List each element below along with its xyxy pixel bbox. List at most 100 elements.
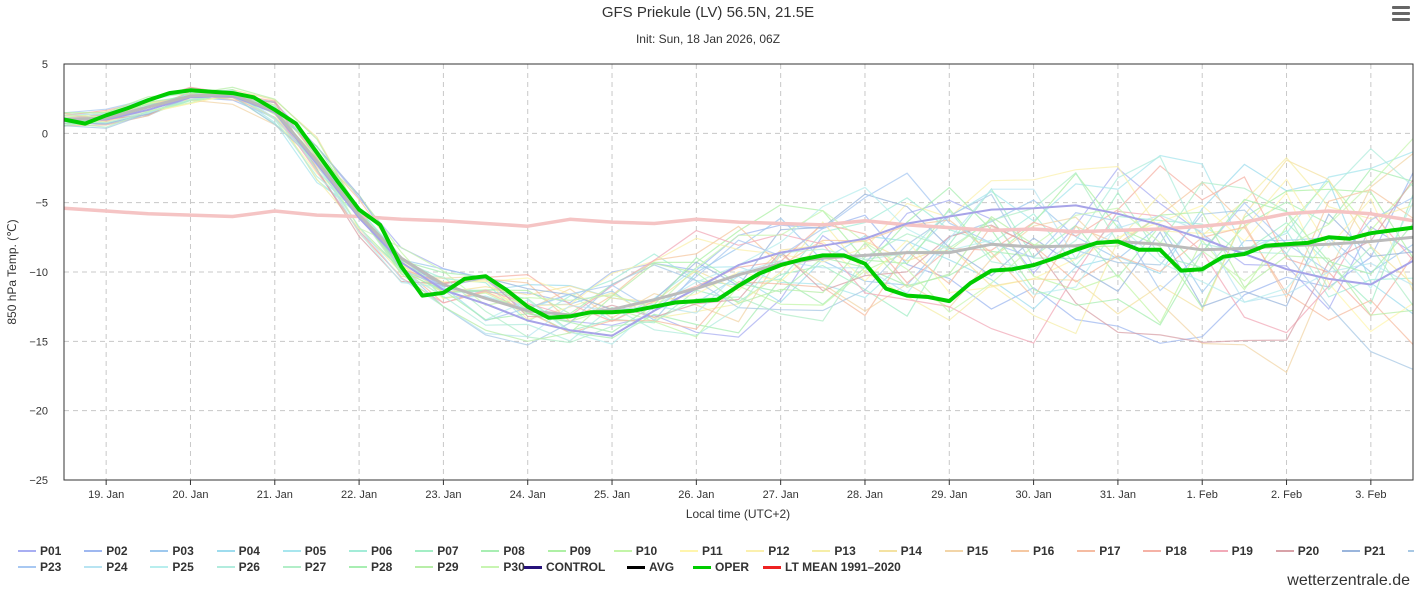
legend-symbol [150, 550, 169, 552]
legend-symbol [627, 565, 645, 569]
legend-item-p27[interactable]: P27 [282, 559, 326, 575]
x-tick-label: 29. Jan [931, 489, 967, 501]
legend-item-p23[interactable]: P23 [18, 559, 61, 575]
legend-item-p28[interactable]: P28 [349, 559, 392, 575]
ensemble-line-p14[interactable] [63, 89, 1414, 315]
legend-symbol [282, 550, 301, 552]
legend-item-p22[interactable]: P22 [1408, 543, 1414, 559]
legend-item-p01[interactable]: P01 [18, 543, 61, 559]
x-tick-label: 31. Jan [1100, 489, 1136, 501]
ensemble-line-p04[interactable] [63, 92, 1414, 315]
y-tick-label: 0 [42, 128, 48, 140]
legend-item-p10[interactable]: P10 [613, 543, 658, 559]
legend-symbol [481, 566, 500, 568]
ensemble-line-p17[interactable] [63, 90, 1414, 345]
legend-symbol [693, 565, 711, 569]
legend-item-p08[interactable]: P08 [481, 543, 525, 559]
legend-item-p24[interactable]: P24 [84, 559, 128, 575]
x-axis-label: Local time (UTC+2) [686, 507, 790, 521]
chart-canvas: GFS Priekule (LV) 56.5N, 21.5E Init: Sun… [5, 4, 1414, 521]
menu-bar [1392, 6, 1410, 9]
y-tick-label: −10 [29, 267, 48, 279]
ensemble-line-p26[interactable] [63, 92, 1414, 342]
legend-symbol [812, 550, 831, 552]
legend-item-p04[interactable]: P04 [216, 543, 260, 559]
plot-frame [63, 63, 1414, 481]
legend-item-p25[interactable]: P25 [150, 559, 194, 575]
legend-item-lt-mean-1991-2020[interactable]: LT MEAN 1991–2020 [763, 559, 901, 575]
legend-symbol [613, 550, 632, 552]
legend-item-control[interactable]: CONTROL [524, 559, 605, 575]
legend-item-p03[interactable]: P03 [150, 543, 194, 559]
y-tick-label: −15 [29, 336, 48, 348]
x-tick-label: 23. Jan [425, 489, 461, 501]
legend-item-p18[interactable]: P18 [1143, 543, 1187, 559]
legend-item-p05[interactable]: P05 [282, 543, 326, 559]
legend-item-p02[interactable]: P02 [84, 543, 128, 559]
legend-row: P23 P24 P25 P26 P27 P28 P29 P30 CONTROL AVG OPER LT… [18, 559, 1408, 575]
legend-symbol [282, 566, 301, 568]
legend-item-p07[interactable]: P07 [415, 543, 459, 559]
ensemble-line-p15[interactable] [63, 99, 1414, 374]
legend-item-p19[interactable]: P19 [1209, 543, 1253, 559]
x-axis-ticks: 19. Jan 20. Jan 21. Jan 22. Jan 23. Jan 24. J… [88, 480, 1386, 501]
legend-symbol [1342, 550, 1360, 552]
ensemble-line-p19[interactable] [63, 86, 1414, 344]
legend-item-p26[interactable]: P26 [216, 559, 260, 575]
main-series-lines [63, 88, 1414, 337]
ensemble-line-p23[interactable] [63, 89, 1414, 322]
series-line-oper[interactable] [63, 88, 1414, 320]
legend-item-p17[interactable]: P17 [1077, 543, 1121, 559]
x-tick-label: 19. Jan [88, 489, 124, 501]
legend-item-p20[interactable]: P20 [1275, 543, 1319, 559]
legend-label: P10 [635, 544, 658, 558]
legend-item-avg[interactable]: AVG [627, 559, 674, 575]
legend-item-p14[interactable]: P14 [878, 543, 922, 559]
legend-symbol [150, 566, 169, 568]
legend-label: P17 [1099, 544, 1121, 558]
legend-label: P12 [768, 544, 790, 558]
legend-label: P13 [834, 544, 856, 558]
legend-symbol [746, 550, 765, 552]
legend-item-p13[interactable]: P13 [812, 543, 856, 559]
legend-item-p16[interactable]: P16 [1011, 543, 1054, 559]
legend-symbol [1209, 550, 1228, 552]
series-line-lt-mean-1991-2020[interactable] [63, 206, 1414, 234]
legend-item-p09[interactable]: P09 [547, 543, 591, 559]
legend-symbol [84, 566, 103, 568]
hamburger-menu-icon[interactable] [1392, 6, 1410, 22]
legend-item-p30[interactable]: P30 [481, 559, 525, 575]
legend-symbol [680, 550, 698, 552]
legend-label: P30 [503, 560, 525, 574]
legend-symbol [481, 550, 500, 552]
ensemble-line-p10[interactable] [63, 91, 1414, 338]
legend-symbol [763, 565, 781, 569]
ensemble-line-p09[interactable] [63, 92, 1414, 315]
chart-subtitle: Init: Sun, 18 Jan 2026, 06Z [636, 32, 780, 46]
ensemble-line-p27[interactable] [63, 92, 1414, 344]
legend-label: P11 [702, 544, 723, 558]
ensemble-line-p05[interactable] [63, 90, 1414, 322]
chart-legend: P01 P02 P03 P04 P05 P06 P07 P08 P09 P10 P11 P12 P13 P… [18, 543, 1414, 575]
x-tick-label: 2. Feb [1271, 489, 1302, 501]
legend-symbol [1408, 550, 1414, 552]
brand-label[interactable]: wetterzentrale.de [1287, 572, 1410, 589]
legend-item-p21[interactable]: P21 [1342, 543, 1385, 559]
ensemble-line-p30[interactable] [63, 90, 1414, 313]
legend-label: P15 [966, 544, 989, 558]
legend-label: P18 [1165, 544, 1187, 558]
legend-item-p06[interactable]: P06 [349, 543, 392, 559]
legend-item-p29[interactable]: P29 [415, 559, 459, 575]
legend-item-p12[interactable]: P12 [746, 543, 790, 559]
ensemble-line-p29[interactable] [63, 86, 1414, 342]
legend-item-p15[interactable]: P15 [944, 543, 989, 559]
series-line-avg[interactable] [63, 93, 1414, 317]
legend-item-oper[interactable]: OPER [693, 559, 749, 575]
legend-symbol [878, 550, 897, 552]
legend-label: P26 [238, 560, 260, 574]
legend-symbol [84, 550, 103, 552]
legend-item-p11[interactable]: P11 [680, 543, 723, 559]
x-tick-label: 22. Jan [341, 489, 377, 501]
legend-label: P25 [172, 560, 194, 574]
x-tick-label: 25. Jan [594, 489, 630, 501]
